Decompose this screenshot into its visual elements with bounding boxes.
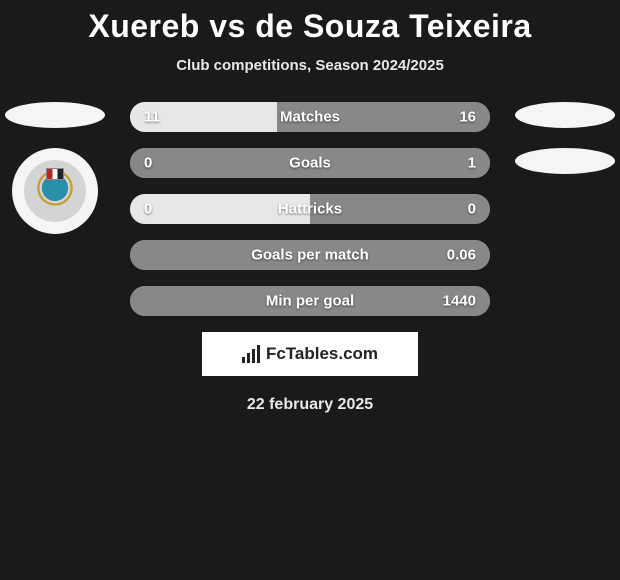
crest-icon (24, 160, 86, 222)
stat-bar: Min per goal 1440 (130, 286, 490, 316)
stat-value-left: 0 (144, 201, 152, 218)
stat-value-left: 0 (144, 155, 152, 172)
stat-label: Min per goal (266, 293, 354, 310)
fctables-logo: FcTables.com (202, 332, 418, 376)
stats-bars: 11 Matches 16 0 Goals 1 0 Hattricks 0 Goals per m… (130, 102, 490, 316)
club-badge-ellipse (515, 148, 615, 174)
stat-label: Goals (289, 155, 331, 172)
subtitle: Club competitions, Season 2024/2025 (0, 57, 620, 74)
stat-bar: 11 Matches 16 (130, 102, 490, 132)
stat-bar: 0 Hattricks 0 (130, 194, 490, 224)
stat-value-right: 1440 (443, 293, 476, 310)
stat-value-left: 11 (144, 109, 160, 126)
club-badge-ellipse (515, 102, 615, 128)
stat-value-right: 16 (459, 109, 476, 126)
club-badge-ellipse (5, 102, 105, 128)
stat-value-right: 0 (468, 201, 476, 218)
stat-label: Hattricks (278, 201, 342, 218)
bar-chart-icon (242, 345, 260, 363)
stat-label: Goals per match (251, 247, 369, 264)
stat-bar: Goals per match 0.06 (130, 240, 490, 270)
flag-icon (46, 168, 64, 180)
stat-bar: 0 Goals 1 (130, 148, 490, 178)
club-crest-badge (12, 148, 98, 234)
stat-value-right: 0.06 (447, 247, 476, 264)
stat-label: Matches (280, 109, 340, 126)
snapshot-date: 22 february 2025 (0, 396, 620, 414)
left-badge-column (0, 102, 110, 234)
page-title: Xuereb vs de Souza Teixeira (0, 0, 620, 45)
comparison-panel: 11 Matches 16 0 Goals 1 0 Hattricks 0 Goals per m… (0, 102, 620, 316)
logo-text: FcTables.com (266, 344, 378, 364)
stat-value-right: 1 (468, 155, 476, 172)
right-badge-column (510, 102, 620, 194)
